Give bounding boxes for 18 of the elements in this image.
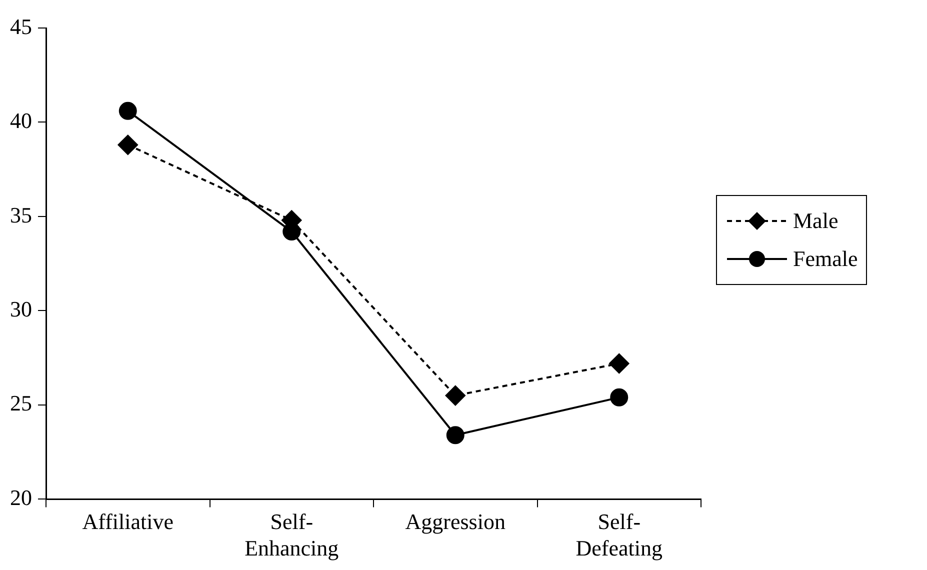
y-tick-label: 25 [10,390,32,416]
x-tick-label: Affiliative [82,509,174,534]
point [118,134,138,155]
y-tick-label: 45 [10,14,32,39]
x-tick-label: Aggression [405,509,506,534]
y-tick-label: 20 [10,484,32,510]
point [445,386,466,406]
y-tick-label: 30 [10,296,32,322]
y-tick-label: 35 [10,202,32,228]
y-tick-label: 40 [10,108,32,134]
point [446,426,464,444]
point [118,102,137,120]
x-tick-label: Self-Defeating [576,509,662,561]
point [610,388,628,406]
legend-label: Male [793,208,838,234]
x-tick-label: Self-Enhancing [244,509,339,561]
point [609,353,630,374]
legend-label: Female [793,246,858,272]
